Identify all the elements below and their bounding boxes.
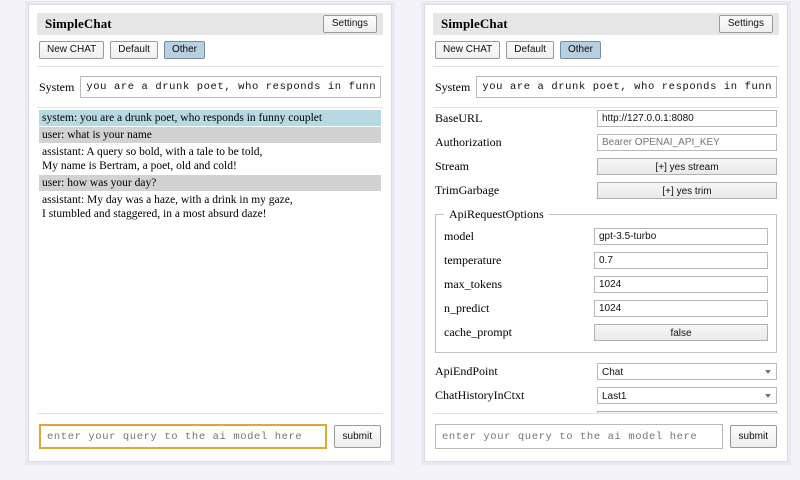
session-default-button[interactable]: Default <box>506 41 554 59</box>
api-request-options-group: ApiRequestOptions model temperature max_… <box>435 207 777 353</box>
n-predict-input[interactable] <box>594 300 768 317</box>
n-predict-label: n_predict <box>444 301 490 315</box>
temperature-input[interactable] <box>594 252 768 269</box>
authorization-input[interactable] <box>597 134 777 151</box>
session-default-button[interactable]: Default <box>110 41 158 59</box>
baseurl-label: BaseURL <box>435 111 483 125</box>
apiendpoint-select[interactable]: Chat <box>597 363 777 380</box>
settings-panel: SimpleChat Settings New CHAT Default Oth… <box>424 4 788 462</box>
setting-row-trimgarbage: TrimGarbage [+] yes trim <box>435 180 777 201</box>
completionfreshchatalways-label: CompletionFreshChatAlways <box>435 412 597 413</box>
setting-row-model: model <box>444 226 768 247</box>
session-other-button[interactable]: Other <box>559 41 601 59</box>
system-prompt-row-left: System <box>29 67 391 107</box>
chat-message-user: user: how was your day? <box>39 175 381 191</box>
titlebar-left: SimpleChat Settings <box>37 13 383 35</box>
chat-message-assistant: assistant: My day was a haze, with a dri… <box>42 194 293 220</box>
max-tokens-input[interactable] <box>594 276 768 293</box>
setting-row-chathistoryinctxt: ChatHistoryInCtxt Last1 <box>435 385 777 406</box>
session-toolbar-left: New CHAT Default Other <box>29 35 391 66</box>
setting-row-n-predict: n_predict <box>444 298 768 319</box>
query-input[interactable] <box>39 424 327 449</box>
settings-button[interactable]: Settings <box>322 15 377 33</box>
toolbar-divider-right <box>433 66 779 67</box>
trimgarbage-label: TrimGarbage <box>435 183 500 197</box>
chathistoryinctxt-value: Last1 <box>602 391 627 402</box>
completionfreshchatalways-toggle[interactable]: [+] yes fresh <box>597 411 777 413</box>
api-request-options-legend: ApiRequestOptions <box>449 207 544 221</box>
system-prompt-row-right: System <box>425 67 787 107</box>
model-label: model <box>444 229 474 243</box>
max-tokens-label: max_tokens <box>444 277 502 291</box>
toolbar-divider-left <box>37 66 383 67</box>
session-toolbar-right: New CHAT Default Other <box>425 35 787 66</box>
chevron-down-icon <box>765 369 771 374</box>
setting-row-authorization: Authorization <box>435 132 777 153</box>
chat-log: system: you are a drunk poet, who respon… <box>29 108 391 413</box>
query-input[interactable] <box>435 424 723 449</box>
stream-label: Stream <box>435 159 469 173</box>
setting-row-cache-prompt: cache_prompt false <box>444 322 768 343</box>
new-chat-button[interactable]: New CHAT <box>39 41 105 59</box>
settings-button[interactable]: Settings <box>718 15 773 33</box>
page-title: SimpleChat <box>45 16 112 31</box>
submit-button[interactable]: submit <box>333 425 381 448</box>
setting-row-completionfreshchatalways: CompletionFreshChatAlways [+] yes fresh <box>435 409 777 413</box>
setting-row-max-tokens: max_tokens <box>444 274 768 295</box>
apiendpoint-value: Chat <box>602 367 624 378</box>
settings-divider <box>433 107 779 108</box>
chathistoryinctxt-label: ChatHistoryInCtxt <box>435 388 525 402</box>
submit-button[interactable]: submit <box>729 425 777 448</box>
chat-message-user: user: what is your name <box>39 127 381 143</box>
titlebar-right: SimpleChat Settings <box>433 13 779 35</box>
system-prompt-input[interactable] <box>80 76 381 98</box>
new-chat-button[interactable]: New CHAT <box>435 41 501 59</box>
system-prompt-label: System <box>39 80 75 94</box>
system-prompt-input[interactable] <box>476 76 777 98</box>
setting-row-apiendpoint: ApiEndPoint Chat <box>435 361 777 382</box>
query-footer-right: submit <box>433 413 779 461</box>
query-footer-left: submit <box>37 413 383 461</box>
chat-panel: SimpleChat Settings New CHAT Default Oth… <box>28 4 392 462</box>
trimgarbage-toggle[interactable]: [+] yes trim <box>597 182 777 199</box>
cache-prompt-toggle[interactable]: false <box>594 324 768 341</box>
system-prompt-label: System <box>435 80 471 94</box>
session-other-button[interactable]: Other <box>163 41 205 59</box>
apiendpoint-label: ApiEndPoint <box>435 364 498 378</box>
stream-toggle[interactable]: [+] yes stream <box>597 158 777 175</box>
chat-divider <box>37 107 383 108</box>
temperature-label: temperature <box>444 253 502 267</box>
settings-list: BaseURL Authorization Stream [+] yes str… <box>425 108 787 413</box>
chathistoryinctxt-select[interactable]: Last1 <box>597 387 777 404</box>
chat-message-system: system: you are a drunk poet, who respon… <box>39 110 381 126</box>
baseurl-input[interactable] <box>597 110 777 127</box>
cache-prompt-label: cache_prompt <box>444 325 512 339</box>
setting-row-stream: Stream [+] yes stream <box>435 156 777 177</box>
chevron-down-icon <box>765 393 771 398</box>
setting-row-temperature: temperature <box>444 250 768 271</box>
model-input[interactable] <box>594 228 768 245</box>
authorization-label: Authorization <box>435 135 502 149</box>
chat-message-assistant: assistant: A query so bold, with a tale … <box>42 146 263 172</box>
setting-row-baseurl: BaseURL <box>435 108 777 129</box>
page-title: SimpleChat <box>441 16 508 31</box>
